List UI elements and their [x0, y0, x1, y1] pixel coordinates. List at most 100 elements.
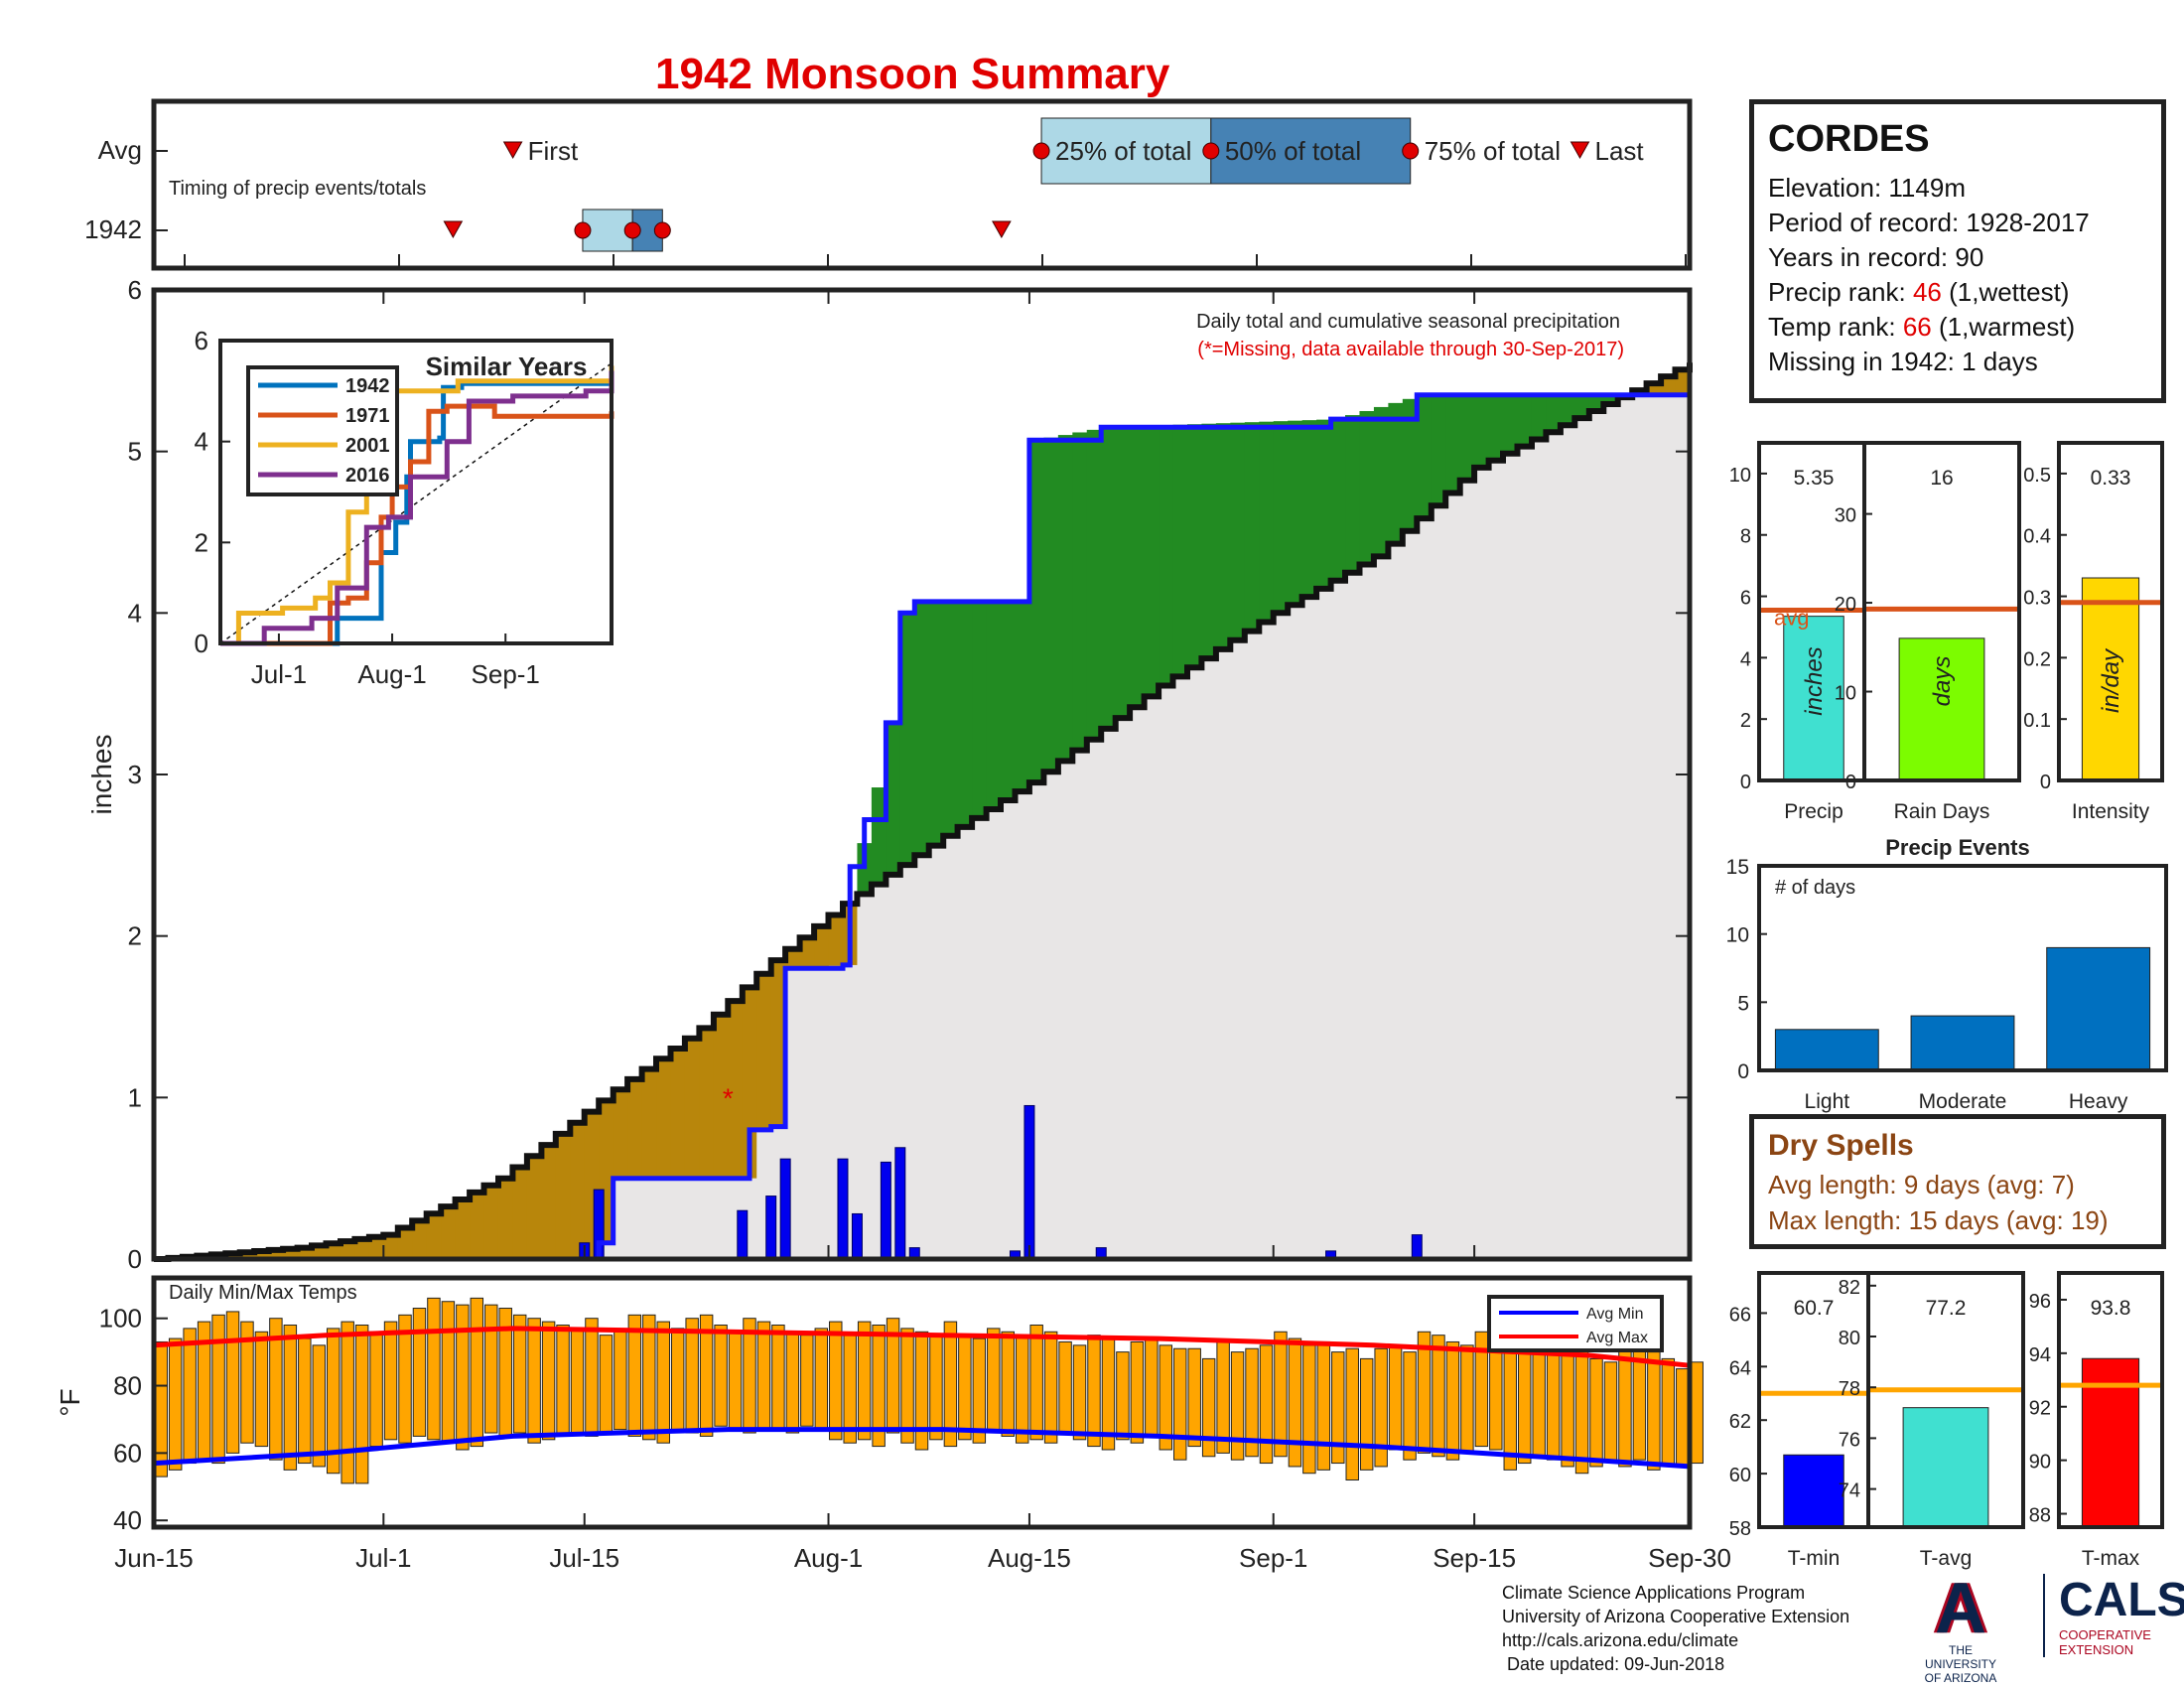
above-average-area: [1186, 424, 1203, 668]
daily-temp-bar: [1388, 1344, 1403, 1451]
average-cumulative-line: [154, 362, 1693, 1262]
below-curve-area: [986, 808, 1002, 1259]
cals-logo: CALS COOPERATIVE EXTENSION: [2043, 1574, 2184, 1657]
below-curve-area: [1273, 613, 1289, 1259]
below-average-area: [326, 1243, 341, 1259]
below-average-area: [785, 948, 801, 969]
inset-legend-label: 2016: [345, 465, 390, 487]
station-temp-rank: Temp rank: 66 (1,warmest): [1768, 312, 2076, 342]
below-average-area: [368, 1236, 384, 1259]
small-y-tick-label: 4: [1740, 648, 1751, 670]
daily-temp-bar: [886, 1318, 900, 1434]
small-y-tick-label: 92: [2029, 1398, 2051, 1420]
above-average-area: [1015, 601, 1030, 792]
above-average-area: [1330, 419, 1346, 581]
events-y-tick-label: 0: [1737, 1060, 1749, 1083]
daily-temp-bar: [1058, 1340, 1072, 1434]
inset-y-tick-label: 6: [195, 326, 208, 355]
above-average-area: [1259, 421, 1275, 623]
below-average-area: [570, 1122, 586, 1259]
daily-temp-bar: [1316, 1340, 1331, 1471]
above-average-area: [1588, 394, 1604, 411]
daily-temp-bar: [1574, 1347, 1589, 1475]
daily-temp-bar: [857, 1321, 872, 1441]
daily-temp-bar: [254, 1331, 269, 1448]
temp-title: Daily Min/Max Temps: [169, 1282, 357, 1304]
daily-temp-bar: [972, 1337, 987, 1444]
daily-temp-bar: [585, 1318, 599, 1437]
below-curve-area: [1445, 492, 1461, 1259]
temp-legend-label: Avg Min: [1586, 1306, 1644, 1323]
daily-temp-bar: [1130, 1340, 1145, 1444]
dry-spells-title: Dry Spells: [1768, 1129, 1914, 1162]
daily-temp-bar: [1087, 1335, 1101, 1448]
daily-temp-bar: [1043, 1331, 1058, 1444]
below-curve-area: [1345, 572, 1361, 1259]
below-curve-area: [943, 835, 959, 1259]
above-average-area: [1388, 402, 1404, 544]
daily-temp-bar: [1072, 1344, 1087, 1441]
pct25-label: 25% of total: [1055, 136, 1191, 166]
temp-y-axis-label: °F: [55, 1388, 85, 1416]
below-curve-area: [1675, 394, 1691, 1259]
small-y-tick-label: 0.5: [2023, 465, 2051, 487]
inset-frame: [218, 339, 614, 645]
below-curve-area: [670, 1178, 686, 1259]
above-average-area: [914, 601, 930, 856]
above-average-area: [972, 601, 988, 818]
below-average-area: [799, 937, 815, 968]
inset-average-line: [219, 362, 613, 644]
events-bar-heavy: [2046, 946, 2151, 1071]
above-average-area: [957, 601, 973, 827]
below-curve-area: [1101, 728, 1117, 1259]
events-frame: [1757, 864, 2168, 1072]
below-curve-area: [928, 845, 944, 1259]
x-tick-label: Jun-15: [114, 1543, 194, 1573]
daily-temp-bar: [183, 1328, 197, 1465]
below-curve-area: [1330, 580, 1346, 1259]
small-y-tick-label: 0: [1845, 772, 1856, 793]
below-average-area: [684, 1038, 701, 1179]
small-panel-caption: T-max: [2082, 1547, 2140, 1570]
daily-temp-bar: [541, 1321, 556, 1441]
below-average-area: [699, 1028, 715, 1179]
below-curve-area: [1503, 453, 1519, 1259]
daily-temp-bar: [1474, 1331, 1489, 1448]
x-tick-label: Sep-15: [1433, 1543, 1516, 1573]
small-y-tick-label: 74: [1839, 1480, 1860, 1502]
below-average-area: [728, 1001, 744, 1179]
daily-temp-bar: [556, 1324, 570, 1437]
daily-temp-bar: [1331, 1351, 1345, 1465]
timing-box-first-half: [1040, 117, 1212, 185]
below-average-area: [268, 1249, 284, 1259]
daily-temp-bar: [312, 1344, 326, 1468]
daily-temp-bar: [1359, 1357, 1374, 1471]
above-average-area: [1101, 427, 1117, 729]
daily-temp-bar: [570, 1328, 585, 1434]
daily-temp-bar: [1001, 1331, 1015, 1437]
below-curve-area: [972, 817, 988, 1259]
below-average-area: [483, 1185, 499, 1259]
daily-temp-bar: [728, 1331, 743, 1431]
small-panel-frame: [2057, 441, 2164, 782]
temp-y-tick-label: 80: [113, 1371, 142, 1401]
below-curve-area: [641, 1178, 657, 1259]
dry-spells-avg: Avg length: 9 days (avg: 7): [1768, 1170, 2075, 1199]
below-curve-area: [1186, 667, 1203, 1259]
daily-temp-bar: [1173, 1347, 1187, 1461]
below-curve-area: [613, 1178, 628, 1259]
small-y-tick-label: 60: [1729, 1465, 1751, 1486]
timeline-frame: [151, 98, 1693, 271]
small-y-tick-label: 8: [1740, 526, 1751, 548]
daily-temp-bar: [756, 1321, 771, 1431]
station-years: Years in record: 90: [1768, 242, 1984, 272]
small-y-tick-label: 80: [1839, 1328, 1860, 1349]
inset-x-tick-label: Sep-1: [472, 659, 540, 689]
daily-temp-bar: [1690, 1361, 1704, 1465]
daily-temp-bar: [714, 1324, 728, 1427]
inset-legend-label: 1942: [345, 375, 390, 397]
below-curve-area: [1244, 631, 1260, 1259]
daily-precip-bar: [894, 1147, 906, 1260]
daily-temp-bar: [1029, 1324, 1043, 1441]
small-y-tick-label: 30: [1835, 505, 1856, 527]
